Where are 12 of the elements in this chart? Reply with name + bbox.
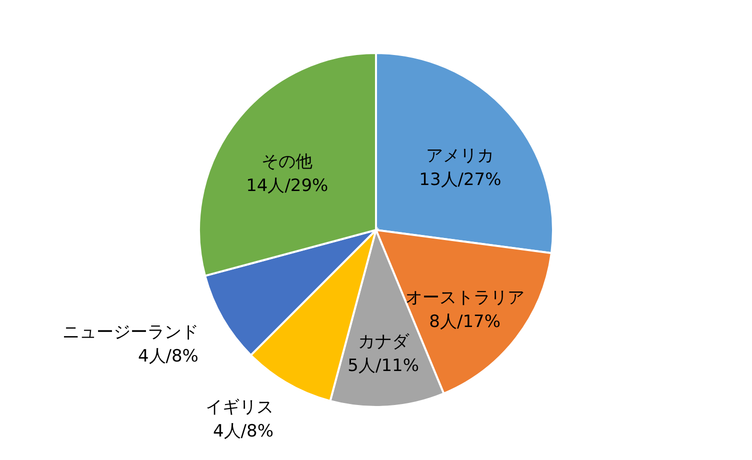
slice-label: その他	[262, 152, 313, 172]
data-label: 14人/29%	[246, 176, 328, 196]
data-label: 13人/27%	[419, 170, 502, 190]
slice-label: アメリカ	[426, 146, 494, 166]
data-label: 4人/8%	[138, 346, 198, 366]
slice-label: ニュージーランド	[62, 322, 198, 342]
slice-label: カナダ	[358, 332, 410, 352]
slice-label: オーストラリア	[405, 288, 524, 308]
data-label: 5人/11%	[348, 356, 419, 376]
data-label: 4人/8%	[212, 422, 274, 442]
slice-label: イギリス	[206, 398, 274, 418]
data-label: 8人/17%	[429, 312, 501, 332]
